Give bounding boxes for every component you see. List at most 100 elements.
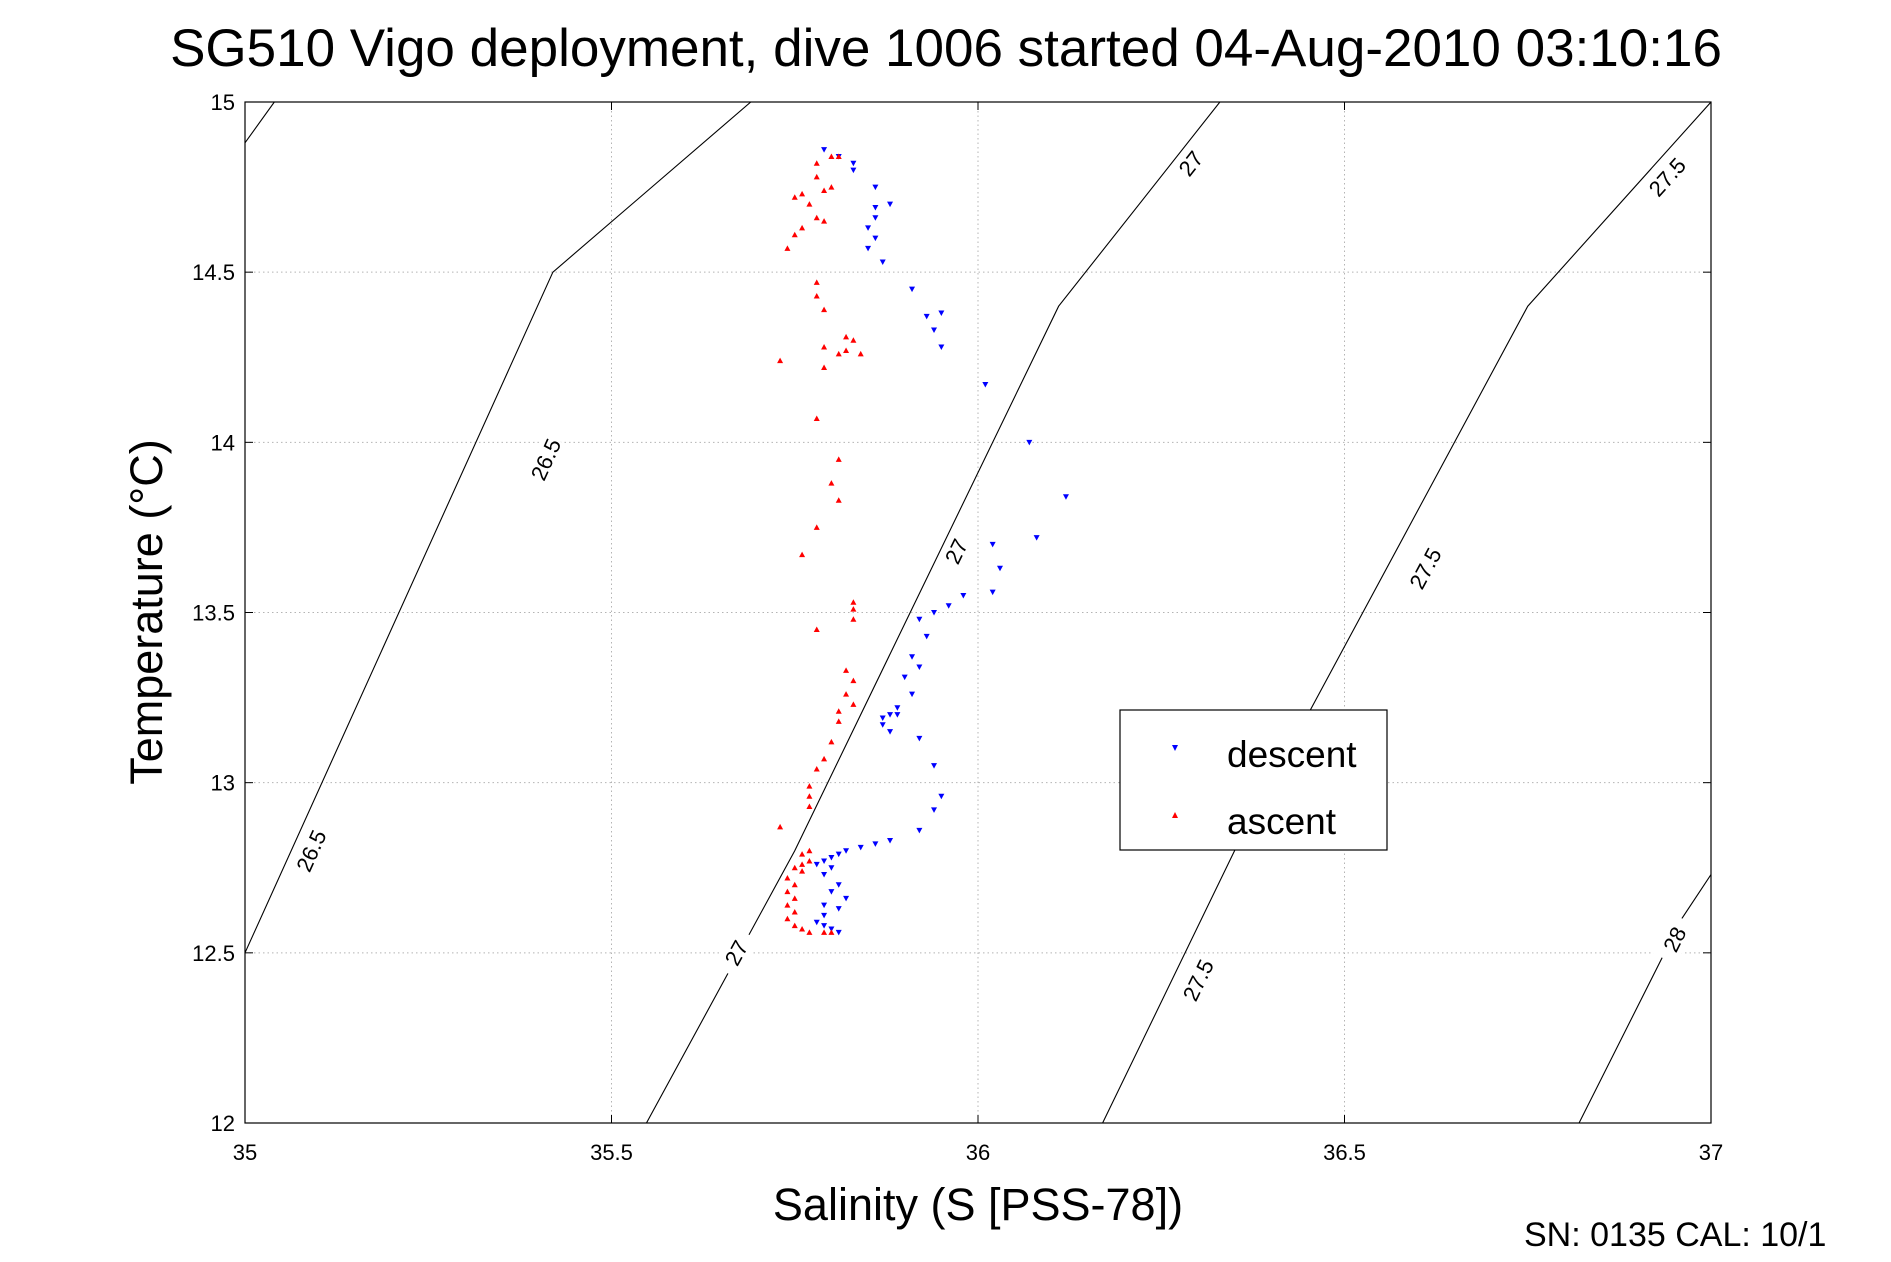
ascent-point — [828, 480, 835, 486]
y-tick-label: 13 — [211, 771, 235, 796]
contour-label-bg — [1403, 542, 1448, 594]
descent-point — [872, 841, 879, 847]
ascent-point — [843, 333, 850, 340]
ascent-point — [813, 766, 820, 772]
descent-point — [828, 889, 835, 895]
ascent-point — [791, 194, 798, 200]
ascent-point — [777, 823, 784, 830]
data-series — [777, 147, 1069, 936]
ascent-point — [835, 497, 842, 503]
descent-point — [835, 851, 842, 858]
ascent-point — [806, 929, 813, 935]
descent-point — [828, 865, 835, 871]
descent-point — [813, 919, 820, 926]
descent-point — [923, 313, 930, 320]
ascent-point — [821, 187, 828, 193]
x-tick-label: 35.5 — [590, 1140, 633, 1165]
legend-descent-label: descent — [1227, 734, 1357, 775]
ascent-point — [835, 456, 842, 462]
ascent-point — [843, 691, 850, 697]
ascent-point — [806, 857, 813, 864]
descent-point — [843, 848, 850, 854]
ascent-point — [799, 861, 806, 867]
descent-point — [850, 160, 857, 167]
series-descent — [813, 147, 1069, 936]
x-axis-label: Salinity (S [PSS-78]) — [773, 1179, 1183, 1230]
descent-point — [872, 235, 879, 242]
ascent-point — [784, 902, 791, 908]
ascent-point — [850, 616, 857, 622]
ascent-point — [813, 214, 820, 221]
x-tick-label: 36 — [966, 1140, 990, 1165]
ascent-point — [828, 153, 835, 159]
descent-point — [887, 201, 894, 208]
y-tick-label: 13.5 — [192, 601, 235, 626]
descent-point — [879, 259, 886, 265]
x-tick-label: 37 — [1699, 1140, 1723, 1165]
legend-descent-marker — [1172, 745, 1178, 751]
contour-label-bg — [934, 525, 978, 577]
ascent-point — [784, 915, 791, 922]
gridlines — [245, 102, 1711, 1123]
descent-point — [931, 327, 938, 334]
ascent-point — [850, 599, 857, 605]
descent-point — [996, 565, 1003, 572]
contour-label-bg — [524, 433, 567, 485]
ascent-point — [850, 701, 857, 707]
ascent-point — [821, 929, 828, 935]
contour-line-27-5 — [1102, 102, 1711, 1123]
y-tick-label: 12.5 — [192, 941, 235, 966]
contour-label: 27.5 — [1644, 153, 1691, 202]
y-tick-label: 12 — [211, 1111, 235, 1136]
descent-point — [938, 310, 945, 317]
descent-point — [835, 906, 842, 912]
descent-point — [989, 589, 996, 596]
y-tick-label: 14 — [211, 430, 235, 455]
descent-point — [857, 844, 864, 851]
ascent-point — [791, 922, 798, 929]
descent-point — [821, 858, 828, 864]
ascent-point — [850, 606, 857, 612]
ascent-point — [843, 667, 850, 673]
descent-point — [872, 205, 879, 211]
ascent-point — [806, 793, 813, 799]
ascent-point — [835, 718, 842, 724]
ascent-point — [813, 524, 820, 530]
ascent-point — [799, 851, 806, 857]
descent-point — [879, 722, 886, 728]
ascent-point — [821, 344, 828, 350]
ascent-point — [784, 888, 791, 895]
legend: descent ascent — [1119, 709, 1388, 851]
contour-label-bg — [1642, 151, 1692, 202]
descent-point — [835, 929, 842, 936]
contour-label-bg — [290, 825, 332, 877]
descent-point — [909, 654, 916, 660]
ascent-point — [791, 231, 798, 238]
descent-point — [850, 167, 857, 174]
descent-point — [1062, 494, 1069, 500]
descent-point — [909, 286, 916, 293]
descent-point — [916, 735, 923, 742]
descent-point — [931, 763, 938, 769]
contour-line-28 — [1578, 874, 1711, 1123]
ascent-point — [799, 926, 806, 932]
descent-point — [938, 344, 945, 351]
descent-point — [828, 855, 835, 861]
descent-point — [909, 691, 916, 698]
descent-point — [938, 793, 945, 800]
x-tick-label: 36.5 — [1323, 1140, 1366, 1165]
ascent-point — [813, 626, 820, 633]
ascent-point — [821, 755, 828, 762]
series-ascent — [777, 153, 864, 935]
ascent-point — [828, 929, 835, 935]
ascent-point — [777, 357, 784, 364]
ascent-point — [821, 306, 828, 313]
descent-point — [872, 215, 879, 221]
descent-point — [894, 705, 901, 711]
descent-point — [901, 674, 908, 681]
descent-point — [835, 882, 842, 888]
ascent-point — [835, 350, 842, 357]
ascent-point — [850, 337, 857, 343]
ascent-point — [835, 708, 842, 714]
descent-point — [923, 633, 930, 640]
